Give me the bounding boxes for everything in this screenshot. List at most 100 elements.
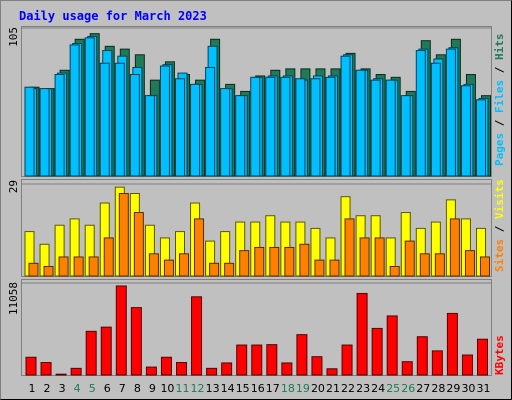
- bar-pages-day-10: [159, 65, 170, 177]
- bar-kbytes-day-8: [130, 307, 142, 376]
- legends: Pages / Files / Hits Sites / Visits KBytes: [493, 34, 506, 376]
- bar-kbytes-day-30: [461, 354, 473, 376]
- bar-sites-day-4: [73, 256, 84, 277]
- bar-sites-day-15: [239, 250, 250, 277]
- day-label-23: 23: [356, 382, 370, 395]
- bar-sites-day-3: [58, 256, 69, 277]
- bar-pages-day-6: [99, 62, 110, 177]
- bar-pages-day-15: [235, 95, 246, 177]
- day-label-12: 12: [191, 382, 205, 395]
- bar-pages-day-4: [69, 44, 80, 177]
- bar-kbytes-day-5: [85, 330, 97, 376]
- day-label-5: 5: [89, 382, 96, 395]
- day-label-22: 22: [341, 382, 355, 395]
- bar-sites-day-10: [163, 259, 174, 277]
- bar-kbytes-day-16: [251, 344, 263, 376]
- chart-title: Daily usage for March 2023: [19, 9, 207, 23]
- bar-pages-day-5: [84, 37, 95, 177]
- day-label-20: 20: [311, 382, 325, 395]
- bar-pages-day-12: [190, 83, 201, 177]
- day-label-31: 31: [477, 382, 491, 395]
- bar-sites-day-14: [224, 262, 235, 277]
- bar-sites-day-11: [179, 253, 189, 277]
- bar-kbytes-day-15: [236, 344, 248, 376]
- bar-kbytes-day-1: [25, 356, 37, 376]
- bar-kbytes-day-10: [160, 356, 172, 376]
- bar-sites-day-22: [344, 218, 355, 277]
- bar-sites-day-8: [133, 212, 144, 277]
- day-label-14: 14: [221, 382, 235, 395]
- day-label-30: 30: [461, 382, 475, 395]
- day-label-9: 9: [149, 382, 156, 395]
- bar-sites-day-13: [209, 262, 220, 277]
- legend-separator: /: [493, 113, 506, 133]
- day-label-6: 6: [104, 382, 111, 395]
- day-label-11: 11: [176, 382, 190, 395]
- bar-pages-day-22: [340, 55, 351, 177]
- bar-kbytes-day-28: [431, 350, 443, 376]
- legend-bottom: KBytes: [493, 335, 506, 375]
- bar-pages-day-24: [370, 79, 381, 177]
- bar-kbytes-day-18: [281, 362, 293, 376]
- bar-pages-day-17: [265, 76, 276, 177]
- bar-pages-day-27: [415, 50, 426, 177]
- bar-sites-day-18: [284, 246, 295, 277]
- day-label-26: 26: [401, 382, 415, 395]
- legend-entry-pages: Pages: [493, 133, 506, 166]
- day-label-10: 10: [160, 382, 174, 395]
- bar-pages-day-19: [295, 78, 306, 177]
- bar-sites-day-2: [43, 265, 54, 277]
- bar-kbytes-day-26: [401, 361, 413, 376]
- bar-kbytes-day-25: [386, 315, 398, 376]
- bar-pages-day-14: [220, 88, 231, 177]
- bar-pages-day-7: [114, 62, 125, 177]
- bar-kbytes-day-3: [55, 373, 67, 376]
- bar-pages-day-8: [129, 74, 140, 177]
- bar-kbytes-day-20: [311, 356, 323, 376]
- bar-sites-day-17: [269, 246, 280, 277]
- bar-pages-day-23: [355, 69, 366, 177]
- bar-pages-day-18: [280, 76, 291, 177]
- day-label-25: 25: [386, 382, 400, 395]
- day-label-24: 24: [371, 382, 385, 395]
- legend-middle: Sites / Visits: [493, 179, 506, 272]
- bar-kbytes-day-23: [356, 292, 368, 376]
- bar-pages-day-31: [476, 99, 486, 177]
- bar-sites-day-27: [419, 253, 430, 277]
- legend-separator: /: [493, 60, 506, 80]
- legend-entry-hits: Hits: [493, 34, 506, 61]
- bottom-max-label: 11058: [7, 282, 20, 315]
- bar-kbytes-day-13: [206, 367, 218, 376]
- bar-sites-day-19: [299, 243, 310, 277]
- top-max-label: 105: [7, 27, 20, 47]
- bar-pages-day-2: [39, 88, 50, 177]
- bar-kbytes-day-6: [100, 326, 112, 376]
- bar-pages-day-13: [205, 66, 216, 177]
- day-label-4: 4: [74, 382, 81, 395]
- bar-sites-day-25: [389, 265, 400, 277]
- bar-kbytes-day-19: [296, 334, 308, 376]
- bar-kbytes-day-17: [266, 344, 278, 376]
- bar-sites-day-5: [88, 256, 99, 277]
- bar-kbytes-day-31: [477, 338, 488, 376]
- bar-kbytes-day-11: [176, 362, 187, 376]
- day-label-21: 21: [326, 382, 340, 395]
- legend-separator: /: [493, 219, 506, 239]
- day-label-7: 7: [119, 382, 126, 395]
- day-label-16: 16: [251, 382, 265, 395]
- bar-kbytes-day-4: [70, 367, 82, 376]
- bar-sites-day-23: [359, 237, 370, 277]
- bar-kbytes-day-12: [191, 296, 203, 376]
- legend-top: Pages / Files / Hits: [493, 34, 506, 167]
- bar-kbytes-day-24: [371, 327, 383, 376]
- bar-pages-day-16: [250, 76, 261, 177]
- bar-sites-day-29: [449, 218, 460, 277]
- day-label-8: 8: [134, 382, 141, 395]
- bar-sites-day-7: [118, 193, 129, 277]
- bar-sites-day-6: [103, 237, 114, 277]
- bar-pages-day-26: [400, 95, 411, 177]
- bar-pages-day-25: [385, 79, 396, 177]
- bar-sites-day-16: [254, 246, 265, 277]
- bar-kbytes-day-2: [40, 362, 52, 376]
- bar-pages-day-29: [445, 48, 456, 177]
